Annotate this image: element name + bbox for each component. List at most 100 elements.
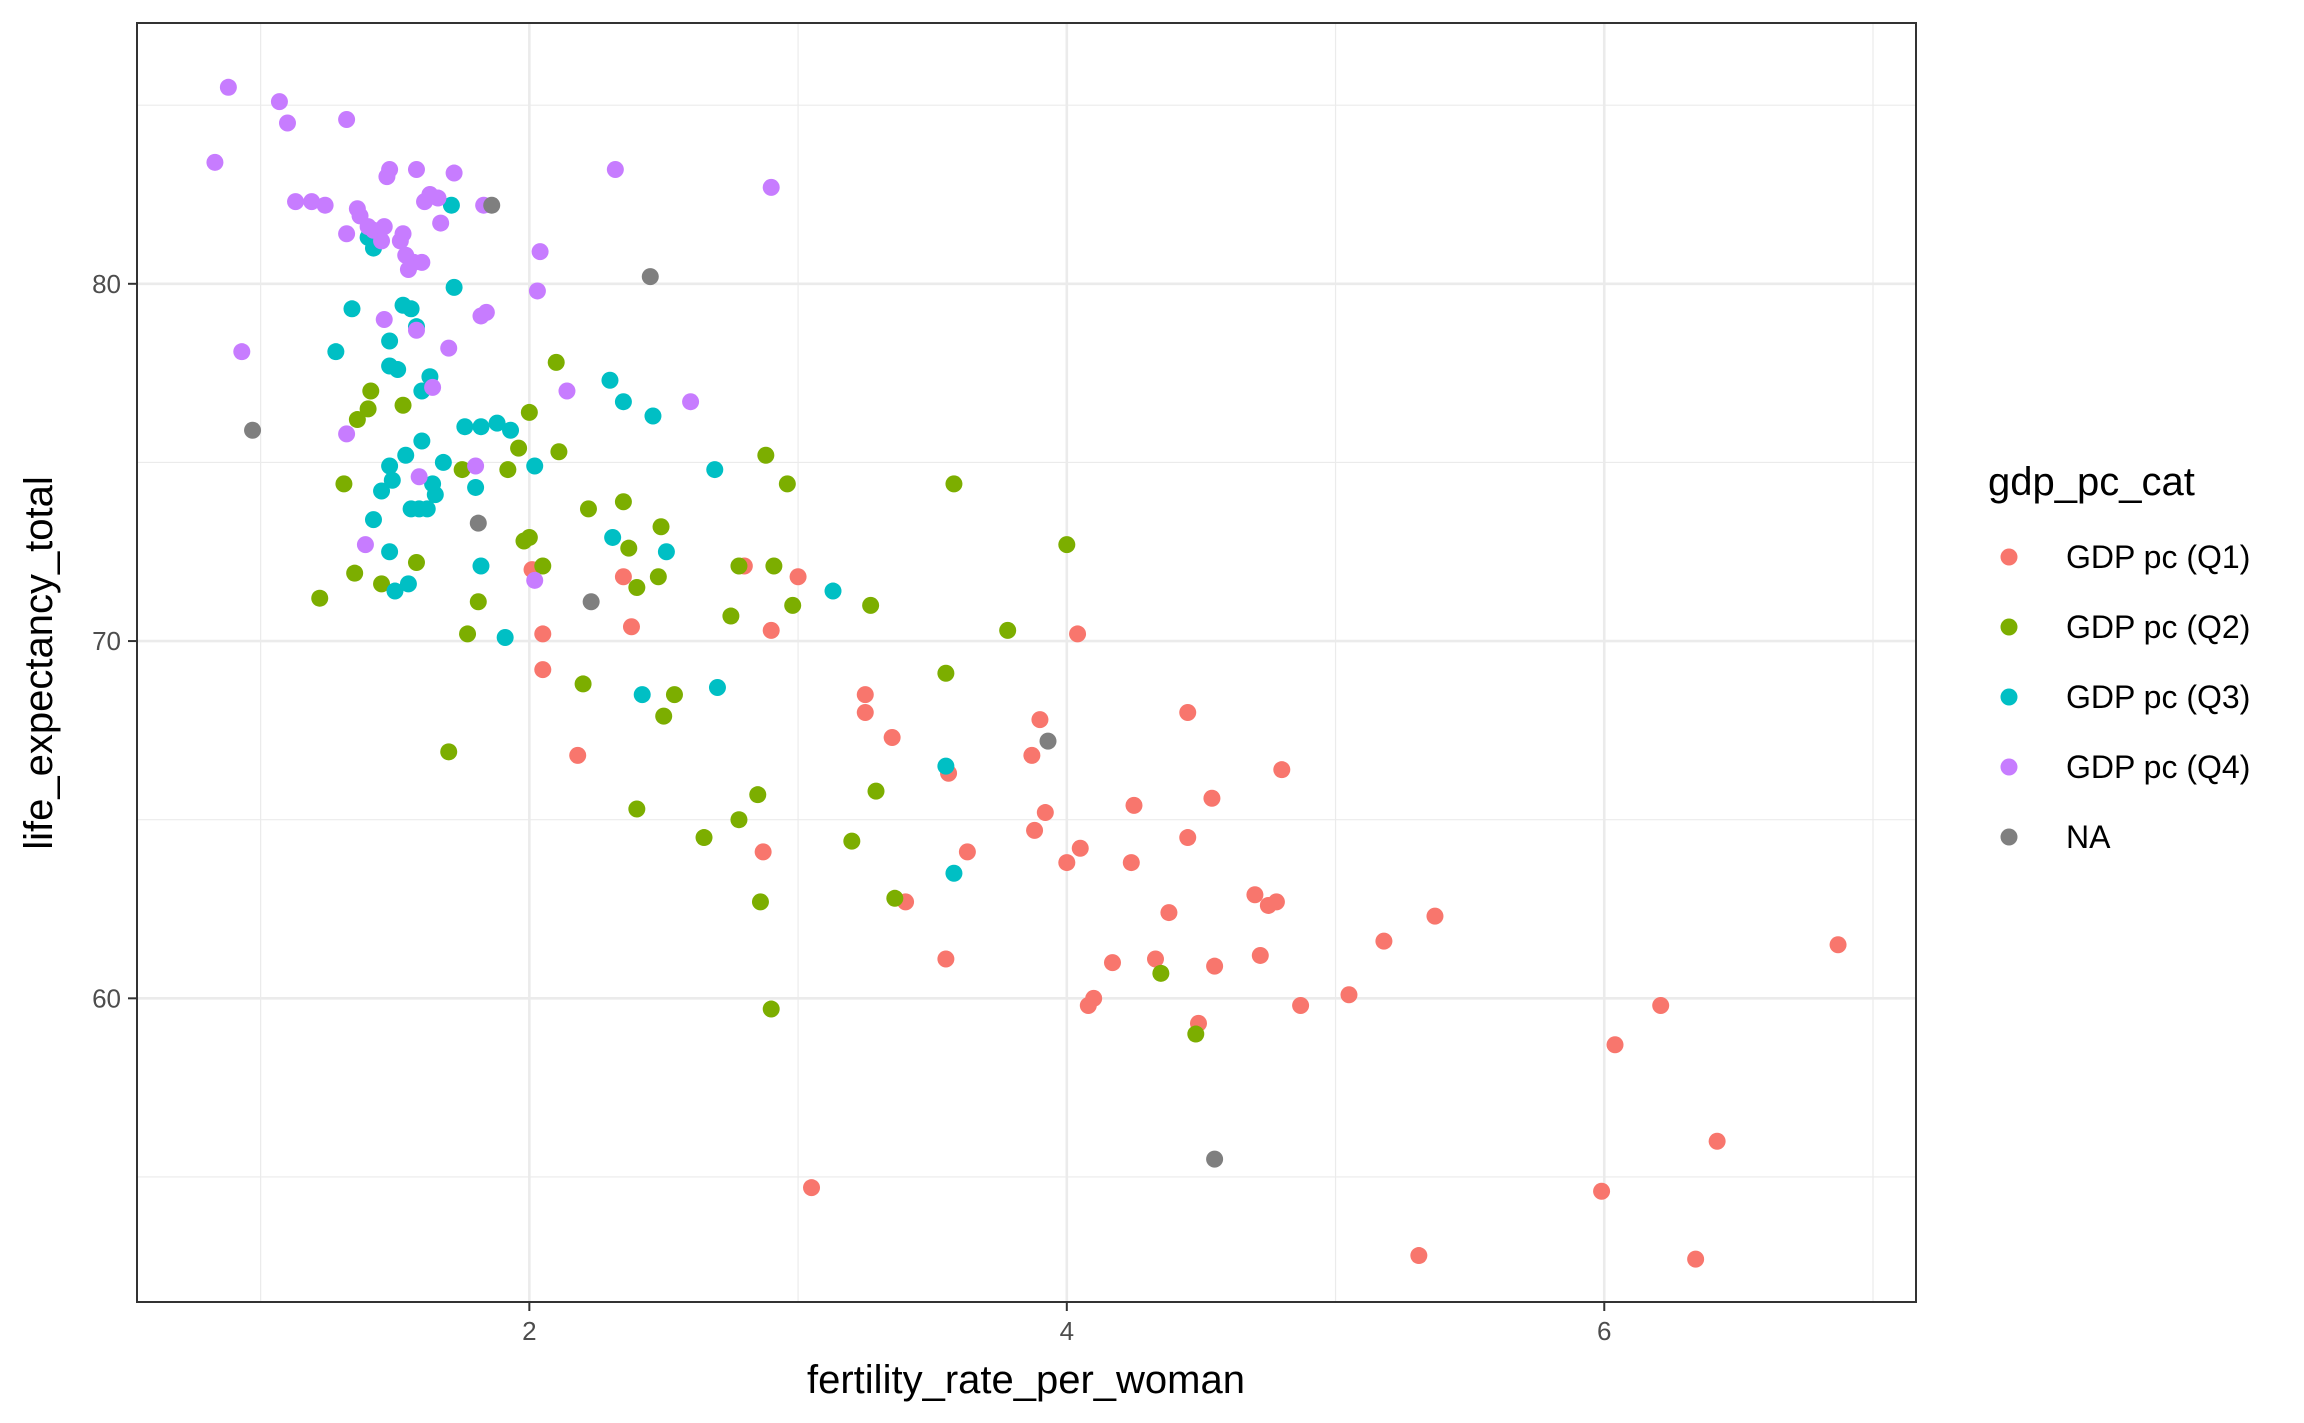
data-point xyxy=(649,568,667,586)
data-point xyxy=(520,403,538,421)
data-point xyxy=(856,686,874,704)
data-point xyxy=(614,568,632,586)
data-point xyxy=(867,782,885,800)
data-point xyxy=(862,596,880,614)
data-point xyxy=(472,418,490,436)
data-point xyxy=(945,475,963,493)
data-point xyxy=(1026,821,1044,839)
data-point xyxy=(706,461,724,479)
data-point xyxy=(402,300,420,318)
data-point xyxy=(622,618,640,636)
data-point xyxy=(1058,854,1076,872)
data-point xyxy=(730,557,748,575)
data-points xyxy=(206,78,1847,1268)
data-point xyxy=(373,575,391,593)
data-point xyxy=(499,461,517,479)
data-point xyxy=(1203,789,1221,807)
plot-panel-border xyxy=(136,22,1917,1303)
data-point xyxy=(945,864,963,882)
data-point xyxy=(1292,996,1310,1014)
data-point xyxy=(407,321,425,339)
data-point xyxy=(434,453,452,471)
data-point xyxy=(346,564,364,582)
y-axis-title: life_expectancy_total xyxy=(17,476,61,850)
data-point xyxy=(644,407,662,425)
data-point xyxy=(526,457,544,475)
y-tick-label: 60 xyxy=(92,983,121,1013)
data-point xyxy=(407,160,425,178)
data-point xyxy=(219,78,237,96)
data-point xyxy=(1273,761,1291,779)
data-point xyxy=(397,446,415,464)
legend-label: GDP pc (Q2) xyxy=(2066,609,2250,645)
data-point xyxy=(445,164,463,182)
data-point xyxy=(569,746,587,764)
data-point xyxy=(467,457,485,475)
data-point xyxy=(496,628,514,646)
data-point xyxy=(381,332,399,350)
data-point xyxy=(1375,932,1393,950)
data-point xyxy=(937,950,955,968)
data-point xyxy=(778,475,796,493)
data-point xyxy=(1708,1132,1726,1150)
data-point xyxy=(558,382,576,400)
data-point xyxy=(655,707,673,725)
data-point xyxy=(606,160,624,178)
data-point xyxy=(383,471,401,489)
data-point xyxy=(722,607,740,625)
data-point xyxy=(601,371,619,389)
data-point xyxy=(534,661,552,679)
data-point xyxy=(502,421,520,439)
data-point xyxy=(1103,954,1121,972)
data-point xyxy=(937,664,955,682)
data-point xyxy=(1122,854,1140,872)
data-point xyxy=(1152,964,1170,982)
data-point xyxy=(1085,989,1103,1007)
data-point xyxy=(1606,1036,1624,1054)
data-point xyxy=(1058,536,1076,554)
data-point xyxy=(432,214,450,232)
data-point xyxy=(1340,986,1358,1004)
data-point xyxy=(531,243,549,261)
data-point xyxy=(338,110,356,128)
data-point xyxy=(614,393,632,411)
data-point xyxy=(730,811,748,829)
data-point xyxy=(244,421,262,439)
data-point xyxy=(856,704,874,722)
data-point xyxy=(233,343,251,361)
data-point xyxy=(442,196,460,214)
data-point xyxy=(453,461,471,479)
data-point xyxy=(1426,907,1444,925)
data-point xyxy=(399,575,417,593)
major-gridlines xyxy=(137,23,1916,1302)
legend: gdp_pc_cat GDP pc (Q1)GDP pc (Q2)GDP pc … xyxy=(1988,460,2250,855)
data-point xyxy=(657,543,675,561)
data-point xyxy=(440,743,458,761)
data-point xyxy=(1160,904,1178,922)
legend-key xyxy=(2000,758,2018,776)
data-point xyxy=(682,393,700,411)
data-point xyxy=(708,679,726,697)
data-point xyxy=(413,432,431,450)
data-point xyxy=(410,468,428,486)
data-point xyxy=(843,832,861,850)
data-point xyxy=(633,686,651,704)
data-point xyxy=(394,396,412,414)
data-point xyxy=(547,353,565,371)
data-point xyxy=(338,225,356,243)
plot-panel-background xyxy=(137,23,1916,1302)
data-point xyxy=(1039,732,1057,750)
data-point xyxy=(1187,1025,1205,1043)
data-point xyxy=(824,582,842,600)
y-tick-label: 70 xyxy=(92,626,121,656)
data-point xyxy=(628,578,646,596)
data-point xyxy=(418,500,436,518)
data-point xyxy=(343,300,361,318)
y-axis-ticks: 60 70 80 xyxy=(92,269,137,1013)
data-point xyxy=(1146,950,1164,968)
data-point xyxy=(652,518,670,536)
legend-key xyxy=(2000,548,2018,566)
data-point xyxy=(459,625,477,643)
x-tick-label: 2 xyxy=(522,1316,536,1346)
